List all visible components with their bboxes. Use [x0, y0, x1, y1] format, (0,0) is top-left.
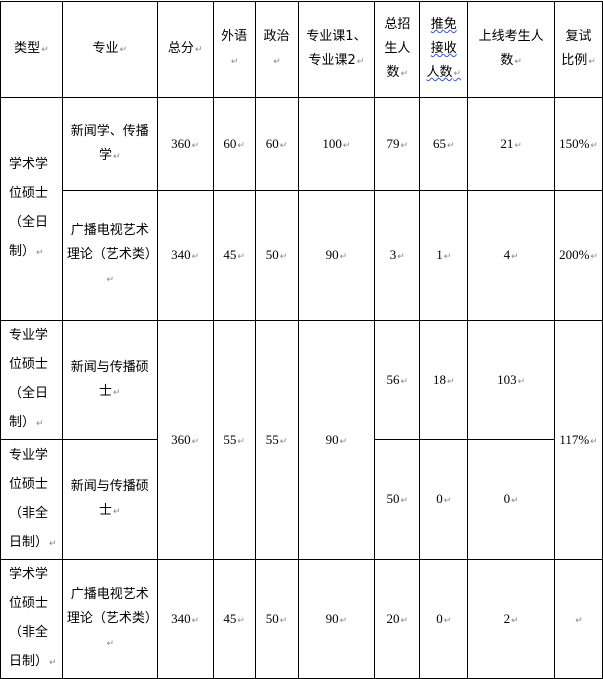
qualified-cell: 0 — [467, 439, 556, 560]
header-course: 专业课1、专业课2 — [297, 1, 376, 98]
qualified-cell: 21 — [467, 97, 556, 191]
foreign-cell: 45 — [212, 559, 256, 679]
enroll-cell: 20 — [374, 559, 421, 679]
table-row: 广播电视艺术理论（艺术类） 340 45 50 90 3 1 4 200% — [1, 190, 603, 321]
ratio-cell: 200% — [554, 190, 603, 321]
enroll-cell: 56 — [374, 320, 421, 440]
header-foreign: 外语 — [212, 1, 256, 98]
header-enroll: 总招生人数 — [374, 1, 421, 98]
major-cell: 新闻学、传播学 — [61, 97, 158, 191]
qualified-cell: 4 — [467, 190, 556, 321]
enroll-cell: 79 — [374, 97, 421, 191]
header-type: 类型 — [0, 1, 63, 98]
politics-cell: 55 — [254, 320, 299, 560]
major-cell: 广播电视艺术理论（艺术类） — [61, 190, 158, 321]
type-cell: 学术学位硕士（非全日制） — [0, 559, 63, 679]
foreign-cell: 55 — [212, 320, 256, 560]
major-cell: 广播电视艺术理论（艺术类） — [61, 559, 158, 679]
total-cell: 360 — [156, 320, 214, 560]
ratio-cell — [554, 559, 603, 679]
header-total: 总分 — [156, 1, 214, 98]
foreign-cell: 45 — [212, 190, 256, 321]
course-cell: 90 — [297, 190, 376, 321]
header-politics: 政治 — [254, 1, 299, 98]
major-cell: 新闻与传播硕士 — [61, 320, 158, 440]
politics-cell: 50 — [254, 190, 299, 321]
exempt-cell: 0 — [419, 559, 469, 679]
header-ratio: 复试比例 — [554, 1, 603, 98]
exempt-cell: 0 — [419, 439, 469, 560]
course-cell: 90 — [297, 320, 376, 560]
header-exempt: 推免接收人数 — [419, 1, 469, 98]
qualified-cell: 103 — [467, 320, 556, 440]
table-row: 学术学位硕士（非全日制） 广播电视艺术理论（艺术类） 340 45 50 90 … — [0, 559, 603, 679]
table-row: 专业学位硕士（非全日制） 新闻与传播硕士 50 0 0 — [0, 439, 603, 560]
total-cell: 340 — [156, 559, 214, 679]
header-major: 专业 — [61, 1, 158, 98]
course-cell: 100 — [297, 97, 376, 191]
ratio-cell: 117% — [554, 320, 603, 560]
type-cell: 专业学位硕士（非全日制） — [0, 439, 63, 560]
type-cell: 学术学位硕士（全日制） — [0, 97, 63, 321]
course-cell: 90 — [297, 559, 376, 679]
enroll-cell: 3 — [374, 190, 421, 321]
exempt-cell: 18 — [419, 320, 469, 440]
politics-cell: 50 — [254, 559, 299, 679]
politics-cell: 60 — [254, 97, 299, 191]
enroll-cell: 50 — [374, 439, 421, 560]
total-cell: 360 — [156, 97, 214, 191]
major-cell: 新闻与传播硕士 — [61, 439, 158, 560]
table-row: 专业学位硕士（全日制） 新闻与传播硕士 360 55 55 90 56 18 1… — [0, 320, 603, 560]
header-row: 类型 专业 总分 外语 政治 专业课1、专业课2 总招生人数 推免接收人数 上线… — [0, 1, 603, 98]
table-row: 学术学位硕士（全日制） 新闻学、传播学 360 60 60 100 79 65 … — [0, 97, 603, 321]
type-cell: 专业学位硕士（全日制） — [0, 320, 63, 440]
ratio-cell: 150% — [554, 97, 603, 191]
qualified-cell: 2 — [467, 559, 556, 679]
exempt-cell: 65 — [419, 97, 469, 191]
exempt-cell: 1 — [419, 190, 469, 321]
total-cell: 340 — [156, 190, 214, 321]
foreign-cell: 60 — [212, 97, 256, 191]
header-qualified: 上线考生人数 — [467, 1, 556, 98]
